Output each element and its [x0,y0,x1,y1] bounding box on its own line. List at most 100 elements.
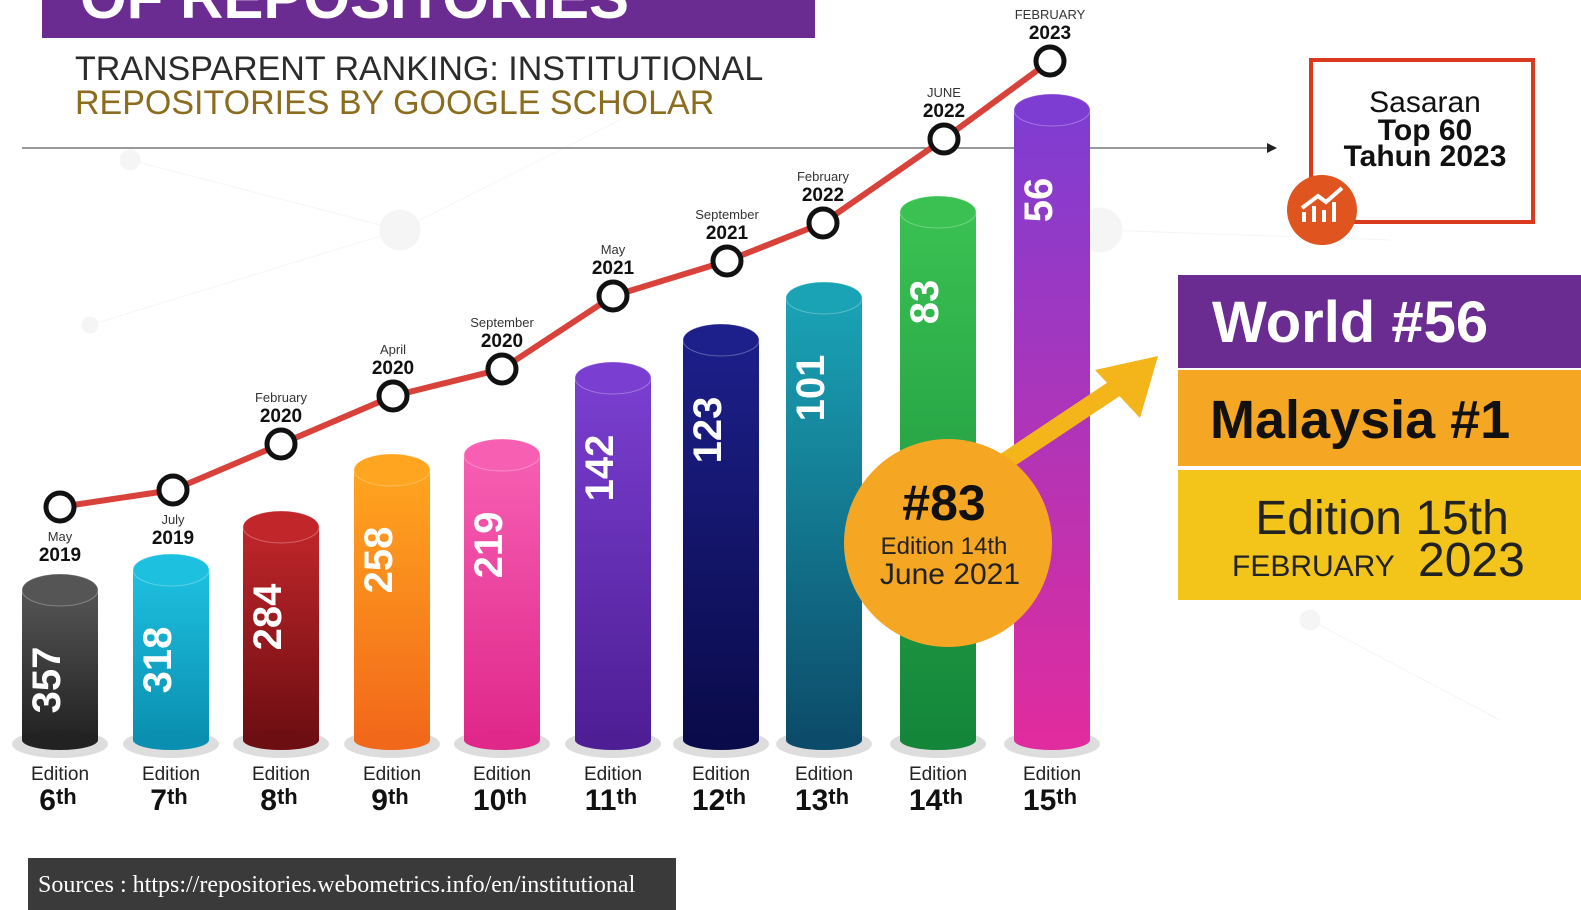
bar-top [464,439,540,471]
edition-number: 9 [371,784,388,817]
trend-line [60,490,173,507]
world-rank: World #56 [1212,290,1488,355]
source: Sources : https://repositories.webometri… [38,872,636,898]
edition-suffix: th [725,784,746,809]
bar [575,378,651,740]
badge-edition: Edition 14th [881,533,1008,560]
edition-suffix: th [388,784,409,809]
date-month: JUNE [927,85,961,100]
trend-point [379,382,407,410]
edition-number: 7 [150,784,167,817]
title: OF REPOSITORIES [80,0,629,31]
rank: 284 [246,583,290,650]
date-month: May [601,242,626,257]
bar-top [354,454,430,486]
edition-label: Edition [31,764,89,785]
edition-label: Edition [692,764,750,785]
date-month: September [470,315,534,330]
edition-number: 13th [795,784,849,817]
edition-number: 8 [260,784,277,817]
rank: 56 [1017,178,1061,223]
bar [354,470,430,740]
edition-label: Edition [252,764,310,785]
bar-top [1014,94,1090,126]
trend-point [809,209,837,237]
bar-top [683,324,759,356]
bar-top [133,554,209,586]
edition-number: 14th [909,784,963,817]
bars: 357Edition6thMay2019318Edition7thJuly201… [12,7,1100,817]
bar-bottom [683,730,759,750]
edition-number: 9th [371,784,408,817]
edition-year: 2023 [1418,534,1525,587]
edition-number: 13 [795,784,828,817]
bar-top [900,196,976,228]
rank: 123 [686,397,730,464]
infographic: OF REPOSITORIES TRANSPARENT RANKING: INS… [0,0,1581,910]
date-month: April [380,342,406,357]
trend-point [599,282,627,310]
edition-number: 15th [1023,784,1077,817]
edition-number: 10th [473,784,527,817]
trend-point [488,355,516,383]
bar-bottom [1014,730,1090,750]
bar-bottom [243,730,319,750]
bar-top [243,511,319,543]
malaysia-rank: Malaysia #1 [1210,390,1510,450]
trend-point [159,476,187,504]
date-month: July [161,512,185,527]
date-year: 2020 [372,358,414,379]
badge-date: June 2021 [880,558,1020,591]
rank: 142 [578,435,622,502]
edition-number: 11 [585,784,617,817]
bar-bottom [464,730,540,750]
date-month: February [255,390,308,405]
date-month: September [695,207,759,222]
rank: 83 [903,280,947,325]
subtitle: REPOSITORIES BY GOOGLE SCHOLAR [75,84,714,122]
date-month: May [48,529,73,544]
bar-bottom [133,730,209,750]
edition-suffix: th [506,784,527,809]
edition-suffix: th [1056,784,1077,809]
trend-point [267,430,295,458]
date-year: 2021 [706,223,749,244]
edition-suffix: th [167,784,188,809]
edition-label: Edition [142,764,200,785]
date-year: 2020 [481,331,523,352]
bar-bottom [786,730,862,750]
edition-number: 6 [39,784,56,817]
edition-suffix: th [56,784,77,809]
rank: 101 [789,355,833,422]
edition-number: 7th [150,784,187,817]
edition-suffix: th [828,784,849,809]
edition-number: 10 [473,784,506,817]
trend-point [46,493,74,521]
edition-label: Edition [909,764,967,785]
rank: 219 [467,512,511,579]
edition-label: Edition [363,764,421,785]
date-year: 2019 [39,545,81,566]
date-year: 2021 [592,258,635,279]
bar-bottom [900,730,976,750]
edition-number: 12th [692,784,746,817]
trend-point [1036,47,1064,75]
date-month: February [797,169,850,184]
edition-number: 12 [692,784,725,817]
bar-bottom [22,730,98,750]
bar-top [786,282,862,314]
badge-rank: #83 [902,475,985,531]
bar-top [575,362,651,394]
target-text: Tahun 2023 [1344,140,1507,173]
date-year: 2020 [260,406,302,427]
date-year: 2023 [1029,23,1071,44]
edition-number: 8th [260,784,297,817]
rank: 318 [136,627,180,694]
edition-number: 11th [585,784,637,817]
edition-month: FEBRUARY [1232,550,1395,583]
page: {"header": {"title": "OF REPOSITORIES", … [0,0,1581,910]
date-month: FEBRUARY [1015,7,1086,22]
edition-label: Edition [473,764,531,785]
bar-bottom [354,730,430,750]
edition-number: 14 [909,784,943,817]
